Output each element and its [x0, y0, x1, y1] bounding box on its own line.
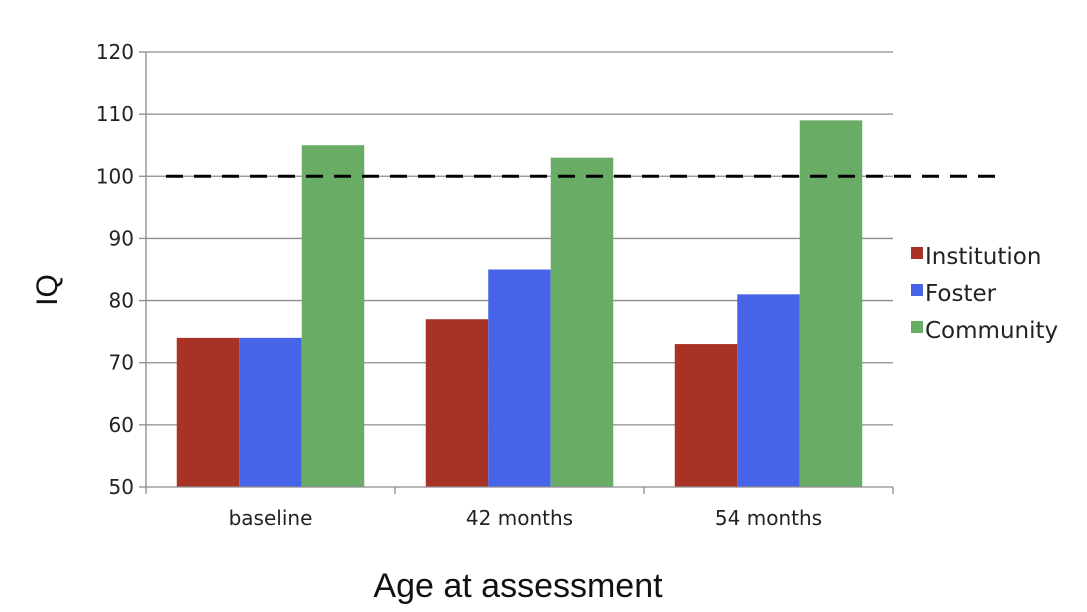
axes [139, 51, 894, 494]
legend-label-institution: Institution [925, 244, 1041, 270]
y-tick-label: 90 [109, 226, 134, 250]
y-tick-label: 120 [96, 40, 134, 64]
x-tick-label: 42 months [466, 506, 573, 530]
bar-institution-1 [425, 319, 489, 487]
legend-label-community: Community [925, 318, 1058, 344]
bar-institution-2 [674, 344, 738, 487]
legend: Institution Foster Community [911, 244, 1058, 344]
bars [176, 120, 863, 487]
y-tick-label: 80 [109, 289, 134, 313]
x-axis-label: Age at assessment [373, 567, 663, 605]
x-tick-label: baseline [229, 506, 313, 530]
bar-foster-2 [737, 294, 800, 487]
legend-swatch-community [911, 321, 923, 333]
legend-swatch-institution [911, 247, 923, 259]
bar-community-1 [550, 157, 614, 487]
legend-swatch-foster [911, 284, 923, 296]
bar-community-0 [301, 145, 365, 487]
x-tick-labels: baseline 42 months 54 months [229, 506, 822, 530]
y-tick-label: 50 [109, 475, 134, 499]
y-tick-labels: 50 60 70 80 90 100 110 120 [96, 40, 134, 499]
y-tick-label: 110 [96, 102, 134, 126]
y-tick-label: 100 [96, 164, 134, 188]
bar-community-2 [799, 120, 863, 487]
y-tick-label: 70 [109, 351, 134, 375]
legend-label-foster: Foster [925, 281, 997, 307]
y-axis-label: IQ [31, 274, 64, 306]
y-tick-label: 60 [109, 413, 134, 437]
bar-foster-0 [239, 337, 302, 487]
x-tick-label: 54 months [715, 506, 822, 530]
bar-institution-0 [176, 337, 240, 487]
bar-foster-1 [488, 269, 551, 487]
